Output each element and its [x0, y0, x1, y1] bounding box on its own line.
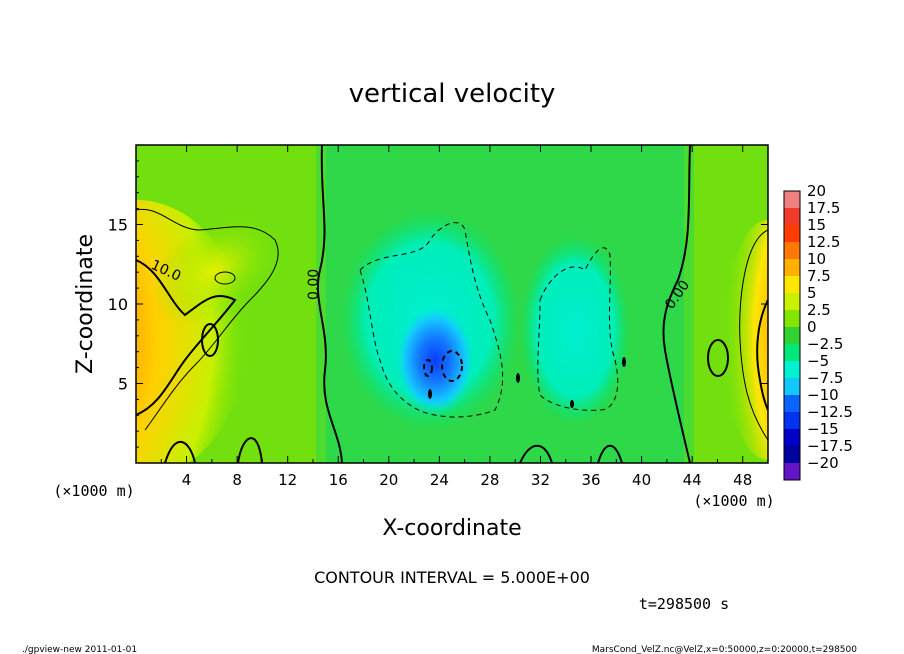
colorbar-swatch: [784, 463, 800, 480]
colorbar-label: 12.5: [807, 233, 840, 251]
colorbar-swatch: [784, 191, 800, 208]
x-tick-label: 24: [430, 471, 449, 489]
updraft-left-plume: [152, 215, 278, 325]
x-tick-label: 36: [581, 471, 600, 489]
x-axis: 4 8 12 16 20 24 28 32 36 40 44 48: [160, 145, 752, 489]
x-tick-label: 40: [632, 471, 651, 489]
contour-lines: [136, 145, 768, 463]
x-tick-label: 12: [278, 471, 297, 489]
colorbar-swatch: [784, 225, 800, 242]
y-tick-label: 15: [108, 216, 128, 235]
colorbar-label: 7.5: [807, 267, 831, 285]
x-tick-label: 28: [480, 471, 499, 489]
colorbar-label: 0: [807, 318, 817, 336]
colorbar-label: −2.5: [807, 335, 843, 353]
footer-right: MarsCond_VelZ.nc@VelZ,x=0:50000,z=0:2000…: [592, 645, 857, 654]
x-tick-label: 16: [329, 471, 348, 489]
colorbar-swatch: [784, 208, 800, 225]
time-label: t=298500 s: [639, 595, 729, 613]
colorbar-swatch: [784, 395, 800, 412]
x-tick-label: 4: [182, 471, 192, 489]
x-tick-label: 44: [683, 471, 702, 489]
colorbar-label: −17.5: [807, 437, 853, 455]
colorbar-label: 5: [807, 284, 817, 302]
colorbar-label: −7.5: [807, 369, 843, 387]
colorbar-label: −20: [807, 454, 839, 472]
colorbar-label: −5: [807, 352, 829, 370]
colorbar-swatch: [784, 412, 800, 429]
z-unit-label: (×1000 m): [53, 482, 134, 500]
contour-interval: CONTOUR INTERVAL = 5.000E+00: [314, 568, 590, 587]
colorbar-swatch: [784, 446, 800, 463]
colorbar-label: 10: [807, 250, 826, 268]
y-axis-label: Z-coordinate: [73, 234, 98, 374]
y-axis: 5 10 15: [108, 160, 768, 448]
plot-area: 10.0 0.00 0.00: [136, 145, 768, 463]
downdraft-core: [395, 305, 475, 415]
colorbar-label: 15: [807, 216, 826, 234]
colorbar-frame: [783, 190, 801, 481]
footer-left: ./gpview-new 2011-01-01: [22, 645, 137, 654]
x-unit-label: (×1000 m): [693, 492, 774, 510]
colorbar-swatch: [784, 276, 800, 293]
colorbar-swatch: [784, 327, 800, 344]
x-axis-label: X-coordinate: [382, 516, 521, 541]
colorbar-swatch: [784, 310, 800, 327]
x-tick-label: 48: [733, 471, 752, 489]
colorbar-label: −10: [807, 386, 839, 404]
colorbar: 2017.51512.5107.552.50−2.5−5−7.5−10−12.5…: [783, 182, 853, 481]
colorbar-label: 17.5: [807, 199, 840, 217]
colorbar-swatch: [784, 361, 800, 378]
colorbar-label: 2.5: [807, 301, 831, 319]
colorbar-swatch: [784, 344, 800, 361]
x-tick-label: 20: [379, 471, 398, 489]
colorbar-label: −12.5: [807, 403, 853, 421]
colorbar-swatch: [784, 429, 800, 446]
colorbar-swatch: [784, 242, 800, 259]
chart-title: vertical velocity: [349, 79, 556, 109]
cyan-region-right: [520, 235, 630, 425]
y-tick-label: 5: [118, 375, 128, 394]
small-negative-blobs: [428, 357, 626, 408]
updraft-right: [723, 220, 768, 460]
x-tick-label: 8: [232, 471, 242, 489]
colorbar-swatch: [784, 259, 800, 276]
contour-label-0-left: 0.00: [306, 269, 322, 300]
colorbar-label: 20: [807, 182, 826, 200]
negative-contours: [359, 222, 619, 418]
x-tick-label: 32: [531, 471, 550, 489]
colorbar-swatch: [784, 378, 800, 395]
y-tick-label: 10: [108, 295, 128, 314]
colorbar-swatch: [784, 293, 800, 310]
colorbar-label: −15: [807, 420, 839, 438]
